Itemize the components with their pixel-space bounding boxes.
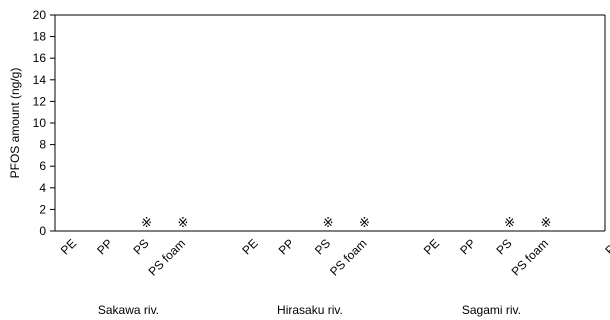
category-label: PS [130,236,151,257]
category-label: PS foam [509,236,551,278]
group-labels: Sakawa riv.Hirasaku riv.Sagami riv.Hikij… [98,303,521,317]
group-label: Sagami riv. [462,303,521,317]
y-tick-label: 6 [39,159,46,173]
not-detected-mark: ※ [323,216,334,231]
y-tick-label: 0 [39,224,46,238]
category-label: PE [239,236,260,257]
y-tick-label: 18 [33,30,47,44]
not-detected-mark: ※ [540,216,551,231]
not-detected-mark: ※ [504,216,515,231]
y-axis: 0 2 4 6 8 10 12 14 16 18 20 [33,8,55,238]
category-label: PS [312,236,333,257]
not-detected-mark: ※ [141,216,152,231]
y-tick-label: 8 [39,138,46,152]
plot-frame [54,14,606,232]
category-label: PE [58,236,79,257]
group-label: Hirasaku riv. [277,303,343,317]
y-tick-label: 4 [39,181,46,195]
y-axis-label: PFOS amount (ng/g) [8,68,22,179]
y-tick-label: 2 [39,202,46,216]
category-label: PS [493,236,514,257]
group-label: Sakawa riv. [98,303,159,317]
category-label: PP [276,236,297,257]
category-label: PE [421,236,442,257]
y-tick-label: 20 [33,8,47,22]
y-tick-label: 10 [33,116,47,130]
category-label: PP [457,236,478,257]
y-tick-label: 12 [33,94,47,108]
not-detected-mark: ※ [177,216,188,231]
category-label: PP [94,236,115,257]
y-tick-label: 16 [33,51,47,65]
not-detected-marks: ※※※※※※※ [141,216,551,231]
category-label: PE [602,236,610,257]
category-label: PS foam [327,236,369,278]
category-label: PS foam [146,236,188,278]
not-detected-mark: ※ [359,216,370,231]
y-tick-label: 14 [33,73,47,87]
